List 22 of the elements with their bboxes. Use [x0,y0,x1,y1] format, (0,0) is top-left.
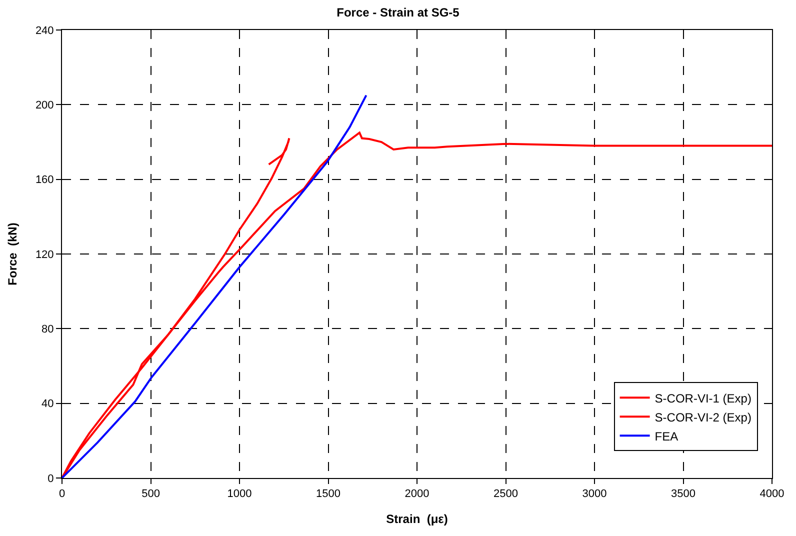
x-tick-label: 500 [142,488,160,500]
x-tick-label: 3000 [582,488,607,500]
x-tick-label: 1000 [227,488,252,500]
legend-label: S-COR-VI-1 (Exp) [654,391,752,406]
chart-title: Force - Strain at SG-5 [336,5,460,20]
y-axis-title: Force (kN) [6,222,20,286]
x-axis-title: Strain (με) [386,512,448,526]
y-tick-label: 200 [35,100,54,112]
y-tick-label: 120 [35,248,54,261]
x-tick-label: 4000 [760,488,784,500]
x-tick-label: 1500 [316,488,340,500]
y-tick-label: 80 [42,324,54,336]
x-tick-label: 2000 [404,488,430,500]
y-tick-label: 0 [48,472,54,485]
y-tick-label: 160 [35,174,54,186]
x-tick-label: 2500 [494,488,518,500]
x-tick-label: 0 [58,488,66,500]
x-tick-label: 3500 [671,488,696,500]
legend-label: S-COR-VI-2 (Exp) [654,410,752,424]
legend-label: FEA [654,429,678,444]
y-tick-label: 40 [42,398,54,410]
y-tick-label: 240 [35,24,54,37]
